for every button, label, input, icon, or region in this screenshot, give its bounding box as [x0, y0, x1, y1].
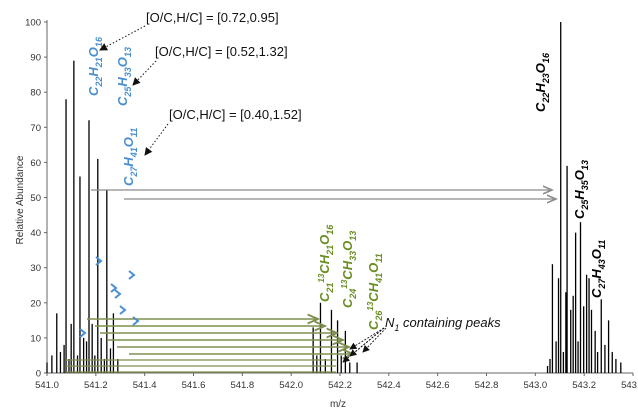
n1-label-rest: containing peaks [399, 315, 501, 330]
n1-pointer-arrow [342, 327, 385, 363]
y-tick-label: 20 [30, 298, 41, 309]
y-tick-label: 0 [36, 369, 41, 380]
formula-black-1: C22H23O16 [533, 52, 551, 112]
formula-green-3: C2613CH41O11 [366, 253, 384, 330]
x-tick-label: 541.6 [182, 380, 206, 391]
x-tick-label: 542.4 [377, 380, 401, 391]
axes: 0 10 20 30 40 50 60 70 80 90 100 541.0 541.2 541.4 541… [25, 18, 638, 392]
y-tick-label: 30 [30, 263, 41, 274]
peaks [46, 22, 622, 373]
x-tick-label: 543.4 [621, 380, 638, 391]
y-axis-label: Relative Abundance [15, 155, 26, 244]
n1-label-main: N [385, 315, 395, 330]
oc-hc-annotation-3: [O/C,H/C] = [0.40,1.52] [169, 107, 302, 122]
blue-arrow-marker [95, 256, 103, 266]
formula-black-3: C27H43O11 [589, 240, 607, 298]
y-tick-label: 40 [30, 228, 41, 239]
formula-black-2: C25H35O13 [572, 160, 590, 219]
x-tick-label: 542.2 [328, 380, 352, 391]
x-tick-label: 543.0 [523, 380, 547, 391]
y-tick-label: 10 [30, 333, 41, 344]
x-tick-label: 541.2 [84, 380, 108, 391]
y-tick-label: 80 [30, 88, 41, 99]
blue-arrow-marker [110, 283, 118, 293]
blue-arrow-marker [114, 289, 122, 299]
annotation-pointer-arrow [99, 25, 146, 51]
oc-hc-annotation-2: [O/C,H/C] = [0.52,1.32] [155, 44, 288, 59]
formula-blue-1: C22H21O16 [86, 36, 104, 96]
y-tick-label: 100 [25, 18, 41, 29]
blue-arrow-marker [119, 305, 127, 315]
x-tick-label: 543.2 [572, 380, 596, 391]
formula-green-1: C2113CH21O16 [317, 224, 335, 302]
n1-containing-peaks-label: N1 containing peaks [385, 315, 501, 333]
arrows [66, 25, 556, 373]
x-tick-label: 541.0 [35, 380, 59, 391]
blue-arrow-marker [132, 316, 140, 326]
x-tick-label: 542.0 [279, 380, 303, 391]
x-tick-label: 541.8 [230, 380, 254, 391]
oc-hc-annotation-1: [O/C,H/C] = [0.72,0.95] [146, 10, 279, 25]
y-tick-label: 90 [30, 53, 41, 64]
annotation-pointer-arrow [144, 123, 169, 156]
annotation-pointer-arrow [132, 60, 157, 86]
blue-arrow-marker [79, 328, 87, 338]
labels: C22H21O16 C25H33O13 C27H41O11 C22H23O16 C25H… [86, 36, 607, 330]
x-tick-label: 541.4 [133, 380, 157, 391]
x-tick-label: 542.8 [475, 380, 499, 391]
y-tick-label: 70 [30, 123, 41, 134]
n1-label-sub: 1 [394, 323, 399, 333]
y-tick-label: 60 [30, 158, 41, 169]
formula-green-2: C2413CH33O13 [340, 231, 358, 308]
formula-blue-3: C27H41O11 [121, 128, 139, 186]
n1-pointer-arrow [349, 327, 385, 350]
x-axis-label: m/z [330, 399, 346, 410]
n1-pointer-arrow [362, 327, 387, 353]
formula-blue-2: C25H33O13 [115, 47, 133, 106]
y-tick-label: 50 [30, 193, 41, 204]
blue-arrow-marker [128, 270, 136, 280]
x-tick-label: 542.6 [426, 380, 450, 391]
